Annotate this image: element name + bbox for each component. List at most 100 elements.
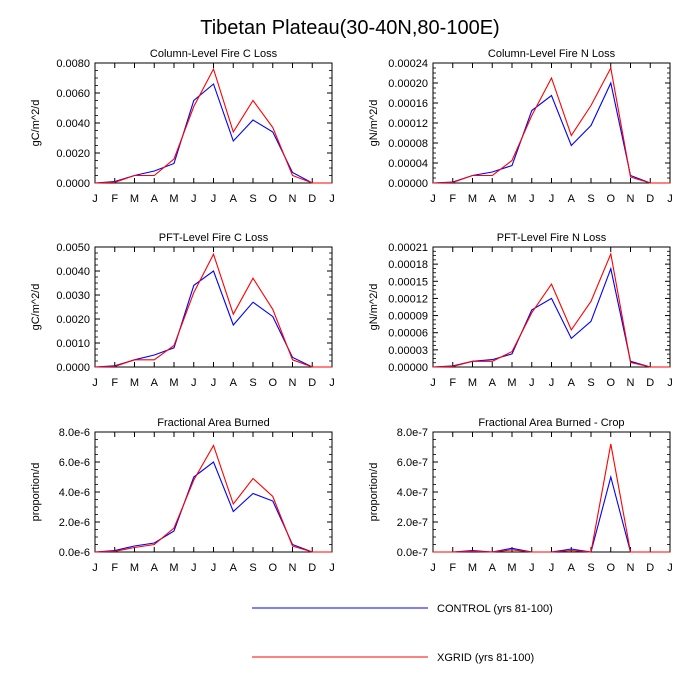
x-tick-label: J bbox=[549, 562, 555, 574]
panel-title: Column-Level Fire N Loss bbox=[488, 48, 616, 60]
y-tick-label: 0.00021 bbox=[388, 242, 428, 254]
x-tick-label: J bbox=[529, 562, 535, 574]
plot-frame bbox=[432, 431, 671, 553]
x-tick-label: F bbox=[111, 193, 118, 205]
y-axis-label: gC/m^2/d bbox=[30, 284, 42, 331]
x-tick-label: M bbox=[468, 562, 477, 574]
y-tick-label: 0.00024 bbox=[388, 58, 428, 70]
legend-label: XGRID (yrs 81-100) bbox=[437, 652, 534, 664]
y-tick-label: 8.0e-6 bbox=[59, 427, 90, 439]
panel-title: PFT-Level Fire C Loss bbox=[159, 232, 269, 244]
x-tick-label: D bbox=[308, 562, 316, 574]
x-tick-label: M bbox=[169, 377, 178, 389]
y-tick-label: 0.00008 bbox=[388, 138, 428, 150]
plot-frame bbox=[94, 431, 333, 553]
x-tick-label: S bbox=[587, 193, 594, 205]
x-tick-label: A bbox=[568, 377, 576, 389]
y-axis-label: proportion/d bbox=[368, 463, 380, 522]
x-tick-label: S bbox=[249, 562, 256, 574]
y-tick-label: 0.0e-6 bbox=[59, 547, 90, 559]
x-tick-label: J bbox=[329, 562, 335, 574]
series-line-control bbox=[94, 461, 332, 553]
x-tick-label: J bbox=[191, 562, 197, 574]
x-tick-label: N bbox=[289, 377, 297, 389]
x-tick-label: D bbox=[308, 193, 316, 205]
y-axis-label: gN/m^2/d bbox=[368, 100, 380, 147]
x-tick-label: J bbox=[529, 193, 535, 205]
x-tick-label: M bbox=[169, 562, 178, 574]
x-tick-label: A bbox=[489, 193, 497, 205]
x-tick-label: O bbox=[606, 562, 615, 574]
x-tick-label: A bbox=[568, 562, 576, 574]
x-tick-label: M bbox=[130, 377, 139, 389]
y-tick-label: 0.00000 bbox=[388, 362, 428, 374]
x-tick-label: A bbox=[230, 562, 238, 574]
x-tick-label: M bbox=[468, 193, 477, 205]
y-tick-label: 0.0030 bbox=[56, 290, 90, 302]
x-tick-label: M bbox=[468, 377, 477, 389]
x-tick-label: S bbox=[587, 377, 594, 389]
series-line-xgrid bbox=[432, 66, 670, 184]
series-line-control bbox=[433, 474, 670, 553]
x-tick-label: A bbox=[568, 193, 576, 205]
plot-frame bbox=[432, 246, 671, 368]
y-tick-label: 0.00012 bbox=[388, 118, 428, 130]
x-tick-label: O bbox=[268, 377, 277, 389]
x-tick-label: O bbox=[268, 562, 277, 574]
y-tick-label: 0.00020 bbox=[388, 78, 428, 90]
series-line-xgrid bbox=[94, 252, 332, 368]
x-tick-label: O bbox=[606, 193, 615, 205]
x-tick-label: J bbox=[191, 377, 197, 389]
y-tick-label: 0.0000 bbox=[56, 362, 90, 374]
x-tick-label: A bbox=[151, 562, 159, 574]
x-tick-label: J bbox=[92, 562, 98, 574]
panel-title: Fractional Area Burned - Crop bbox=[478, 417, 624, 429]
series-line-xgrid bbox=[433, 443, 670, 553]
series-line-control bbox=[94, 83, 332, 184]
x-tick-label: J bbox=[92, 193, 98, 205]
y-axis-label: proportion/d bbox=[30, 463, 42, 522]
y-tick-label: 0.00006 bbox=[388, 328, 428, 340]
y-tick-label: 2.0e-7 bbox=[397, 517, 428, 529]
x-tick-label: A bbox=[489, 377, 497, 389]
x-tick-label: M bbox=[169, 193, 178, 205]
y-tick-label: 0.0060 bbox=[56, 88, 90, 100]
y-tick-label: 4.0e-7 bbox=[397, 487, 428, 499]
y-tick-label: 0.00018 bbox=[388, 259, 428, 271]
y-tick-label: 0.00004 bbox=[388, 158, 428, 170]
y-tick-label: 4.0e-6 bbox=[59, 487, 90, 499]
y-tick-label: 6.0e-7 bbox=[397, 457, 428, 469]
x-tick-label: J bbox=[329, 377, 335, 389]
x-tick-label: J bbox=[430, 377, 436, 389]
x-tick-label: F bbox=[449, 562, 456, 574]
x-tick-label: J bbox=[549, 377, 555, 389]
x-tick-label: J bbox=[329, 193, 335, 205]
x-tick-label: J bbox=[667, 377, 673, 389]
legend-label: CONTROL (yrs 81-100) bbox=[437, 603, 553, 615]
series-line-xgrid bbox=[94, 444, 332, 553]
x-tick-label: A bbox=[151, 193, 159, 205]
x-tick-label: M bbox=[507, 562, 516, 574]
x-tick-label: J bbox=[549, 193, 555, 205]
y-tick-label: 6.0e-6 bbox=[59, 457, 90, 469]
x-tick-label: N bbox=[289, 193, 297, 205]
y-tick-label: 0.0040 bbox=[56, 118, 90, 130]
x-tick-label: M bbox=[130, 562, 139, 574]
x-tick-label: N bbox=[627, 562, 635, 574]
y-tick-label: 0.0000 bbox=[56, 178, 90, 190]
y-axis-label: gN/m^2/d bbox=[368, 284, 380, 331]
series-line-xgrid bbox=[432, 251, 670, 368]
x-tick-label: J bbox=[191, 193, 197, 205]
x-tick-label: D bbox=[308, 377, 316, 389]
x-tick-label: J bbox=[430, 193, 436, 205]
y-tick-label: 0.0e-7 bbox=[397, 547, 428, 559]
x-tick-label: J bbox=[430, 562, 436, 574]
x-tick-label: J bbox=[211, 193, 217, 205]
x-tick-label: J bbox=[667, 193, 673, 205]
